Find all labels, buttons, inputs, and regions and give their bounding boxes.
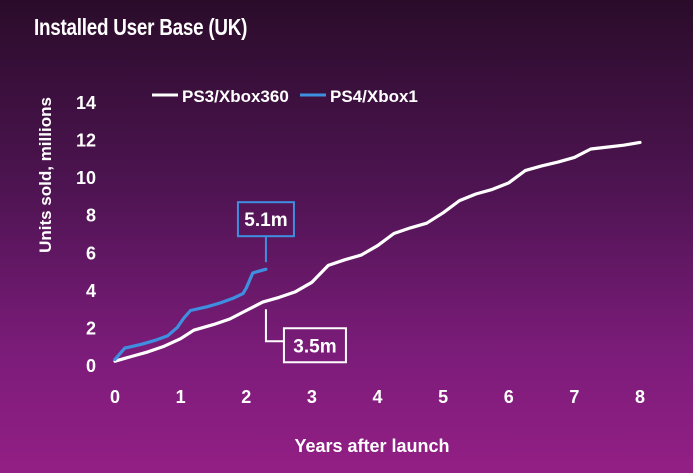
x-tick-label-7: 7	[569, 387, 579, 407]
x-axis-label: Years after launch	[294, 436, 449, 456]
y-tick-label-8: 8	[86, 206, 96, 226]
x-tick-label-5: 5	[438, 387, 448, 407]
legend-label-ps3-xbox360: PS3/Xbox360	[182, 87, 289, 106]
x-tick-label-8: 8	[635, 387, 645, 407]
annotations: 5.1m 3.5m	[236, 201, 347, 364]
x-tick-labels: 0 1 2 3 4 5 6 7 8	[110, 387, 645, 407]
annotation-3-5m-connector	[264, 309, 284, 343]
series-line-ps4-xbox1	[113, 267, 268, 361]
series-layer	[113, 140, 642, 363]
y-tick-label-12: 12	[76, 131, 96, 151]
legend-label-ps4-xbox1: PS4/Xbox1	[330, 87, 418, 106]
y-tick-label-2: 2	[86, 318, 96, 338]
y-tick-label-10: 10	[76, 168, 96, 188]
x-tick-label-4: 4	[372, 387, 382, 407]
x-tick-label-0: 0	[110, 387, 120, 407]
y-tick-labels: 0 2 4 6 8 10 12 14	[76, 93, 96, 376]
x-tick-label-2: 2	[241, 387, 251, 407]
series-line-ps3-xbox360	[113, 140, 642, 363]
annotation-3-5m-label: 3.5m	[293, 336, 336, 357]
annotation-5-1m-label: 5.1m	[244, 210, 287, 231]
legend: PS3/Xbox360 PS4/Xbox1	[152, 87, 418, 106]
annotation-5-1m-box	[236, 201, 295, 238]
y-tick-label-6: 6	[86, 243, 96, 263]
x-tick-label-6: 6	[504, 387, 514, 407]
y-tick-label-14: 14	[76, 93, 96, 113]
annotation-3-5m-box	[282, 327, 347, 364]
x-tick-label-3: 3	[307, 387, 317, 407]
y-tick-label-0: 0	[86, 356, 96, 376]
x-tick-label-1: 1	[176, 387, 186, 407]
chart-title: Installed User Base (UK)	[34, 14, 248, 40]
y-axis-label: Units sold, millions	[36, 97, 55, 253]
y-tick-label-4: 4	[86, 281, 96, 301]
